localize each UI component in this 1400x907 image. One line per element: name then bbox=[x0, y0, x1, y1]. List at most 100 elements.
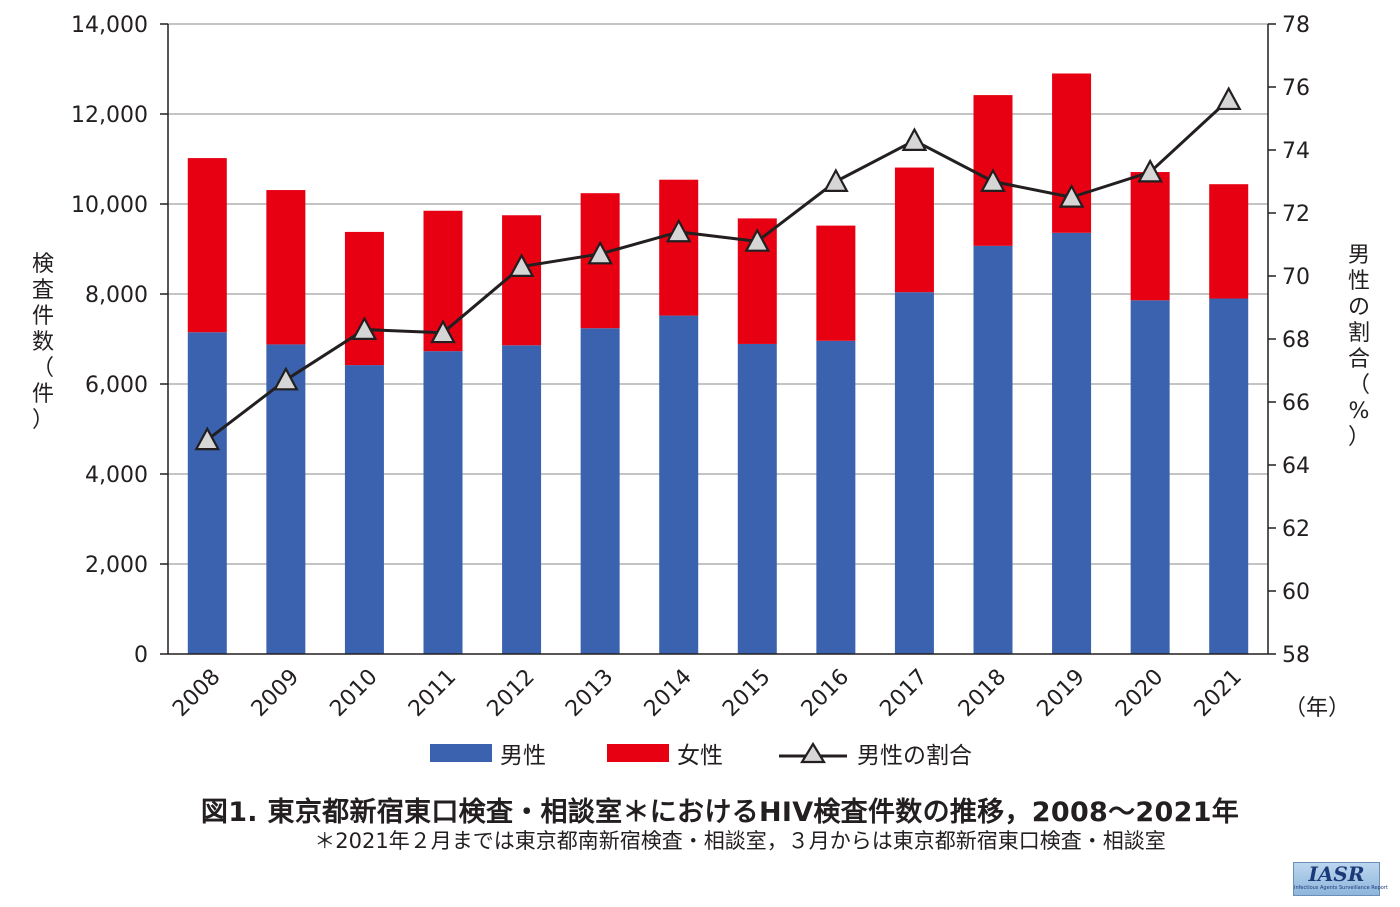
bar-male-2018 bbox=[973, 245, 1013, 654]
axis-label-char: 合 bbox=[1347, 347, 1370, 372]
axis-label-char: （ bbox=[1347, 373, 1370, 398]
ratio-marker-2013 bbox=[587, 240, 613, 265]
axis-label-char: 性 bbox=[1347, 269, 1370, 294]
left-tick-label: 10,000 bbox=[71, 193, 148, 218]
logo-subtext: Infectious Agents Surveillance Report bbox=[1294, 885, 1388, 891]
bar-male-2012 bbox=[502, 345, 542, 654]
left-tick-label: 12,000 bbox=[71, 103, 148, 128]
legend-item-female: 女性 bbox=[607, 738, 723, 769]
gridlines bbox=[168, 23, 1268, 565]
legend-item-male: 男性 bbox=[430, 738, 546, 769]
ratio-marker-2021 bbox=[1215, 86, 1242, 111]
bar-male-2017 bbox=[894, 292, 934, 654]
axis-label-char: 件 bbox=[31, 304, 54, 329]
ratio-marker-2016 bbox=[823, 168, 849, 192]
bar-female-2008 bbox=[187, 158, 227, 333]
right-tick-label: 58 bbox=[1282, 643, 1310, 668]
left-tick-label: 8,000 bbox=[85, 283, 148, 308]
right-axis-ticks: 58 60 62 64 66 68 70 72 74 76 78 bbox=[1268, 13, 1310, 668]
ratio-polyline bbox=[206, 98, 1230, 441]
x-tick-label: 2021 bbox=[1190, 665, 1247, 722]
legend-item-ratio: 男性の割合 bbox=[777, 738, 972, 769]
right-tick-label: 70 bbox=[1282, 265, 1310, 290]
axis-label-char: % bbox=[1348, 399, 1370, 424]
axis-label-char: の bbox=[1347, 295, 1370, 320]
right-tick-label: 76 bbox=[1282, 76, 1310, 101]
axis-label-char: ） bbox=[31, 408, 54, 433]
bar-female-2012 bbox=[502, 215, 542, 346]
legend-line-marker bbox=[779, 741, 847, 764]
left-tick-label: 14,000 bbox=[71, 13, 148, 38]
bar-female-2014 bbox=[659, 179, 699, 316]
x-tick-label: 2012 bbox=[483, 665, 540, 722]
x-axis-unit: （年） bbox=[1284, 696, 1351, 721]
ratio-marker-2014 bbox=[665, 218, 692, 243]
bar-male-2016 bbox=[816, 340, 856, 654]
bar-male-2021 bbox=[1209, 298, 1249, 654]
bar-male-2019 bbox=[1052, 232, 1092, 655]
right-tick-label: 62 bbox=[1282, 517, 1310, 542]
figure-caption: 図1. 東京都新宿東口検査・相談室＊におけるHIV検査件数の推移，2008〜20… bbox=[200, 797, 1240, 828]
bar-female-2021 bbox=[1209, 184, 1249, 299]
right-tick-label: 64 bbox=[1282, 454, 1310, 479]
left-axis-label: 検査件数（件） bbox=[30, 252, 56, 434]
x-tick-label: 2009 bbox=[247, 665, 304, 722]
ratio-marker-2019 bbox=[1058, 183, 1085, 208]
x-tick-label: 2014 bbox=[640, 665, 697, 722]
ratio-marker-2018 bbox=[980, 168, 1006, 192]
ratio-line bbox=[194, 86, 1242, 451]
right-tick-label: 66 bbox=[1282, 391, 1310, 416]
axis-label-char: 件 bbox=[31, 382, 54, 407]
ratio-marker-2011 bbox=[430, 319, 456, 344]
legend-label-female: 女性 bbox=[677, 743, 723, 769]
bar-male-2014 bbox=[659, 315, 699, 654]
left-tick-label: 2,000 bbox=[85, 553, 148, 578]
right-tick-label: 74 bbox=[1282, 139, 1310, 164]
figure-note: ＊2021年２月までは東京都南新宿検査・相談室，３月からは東京都新宿東口検査・相… bbox=[314, 829, 1166, 853]
bar-male-2010 bbox=[344, 365, 384, 654]
ratio-marker-2015 bbox=[744, 228, 771, 252]
axis-label-char: 査 bbox=[31, 278, 54, 303]
axis-label-char: 男 bbox=[1347, 243, 1370, 268]
x-tick-label: 2013 bbox=[561, 665, 618, 722]
left-tick-label: 0 bbox=[134, 643, 148, 668]
bar-female-2009 bbox=[266, 190, 306, 345]
bar-female-2019 bbox=[1052, 73, 1092, 233]
x-tick-label: 2015 bbox=[718, 665, 775, 722]
x-tick-label: 2008 bbox=[168, 665, 225, 722]
bar-male-2020 bbox=[1130, 300, 1170, 654]
legend-swatch-female bbox=[607, 744, 669, 762]
bar-female-2010 bbox=[344, 231, 384, 366]
ratio-marker-2012 bbox=[508, 253, 535, 277]
logo-text: IASR bbox=[1308, 862, 1365, 886]
left-tick-label: 4,000 bbox=[85, 463, 148, 488]
bar-male-2008 bbox=[187, 332, 227, 654]
left-tick-label: 6,000 bbox=[85, 373, 148, 398]
right-tick-label: 72 bbox=[1282, 202, 1310, 227]
x-tick-label: 2010 bbox=[325, 665, 382, 722]
right-axis-label: 男性の割合（%） bbox=[1346, 243, 1372, 451]
x-tick-label: 2020 bbox=[1111, 665, 1168, 722]
x-tick-label: 2019 bbox=[1033, 665, 1090, 722]
legend-label-male: 男性 bbox=[500, 743, 546, 769]
x-tick-label: 2018 bbox=[954, 665, 1011, 722]
bar-female-2016 bbox=[816, 225, 856, 341]
ratio-marker-2009 bbox=[273, 366, 299, 391]
bar-male-2011 bbox=[423, 351, 463, 654]
legend-label-ratio: 男性の割合 bbox=[857, 743, 972, 769]
bars bbox=[187, 73, 1249, 655]
right-tick-label: 60 bbox=[1282, 580, 1310, 605]
axis-label-char: 検 bbox=[31, 252, 54, 277]
x-tick-label: 2017 bbox=[875, 665, 932, 722]
iasr-logo: IASR Infectious Agents Surveillance Repo… bbox=[1293, 862, 1388, 896]
bar-male-2015 bbox=[737, 343, 777, 654]
x-axis-ticks: 2008 2009 2010 2011 2012 2013 2014 2015 2016 2017… bbox=[168, 665, 1247, 722]
ratio-marker-2017 bbox=[901, 127, 928, 151]
axis-label-char: 数 bbox=[31, 330, 54, 355]
ratio-marker-2020 bbox=[1137, 158, 1163, 183]
ratio-marker-2010 bbox=[351, 316, 378, 340]
axes bbox=[167, 24, 1269, 655]
axis-label-char: ） bbox=[1347, 425, 1370, 450]
x-tick-label: 2016 bbox=[797, 665, 854, 722]
